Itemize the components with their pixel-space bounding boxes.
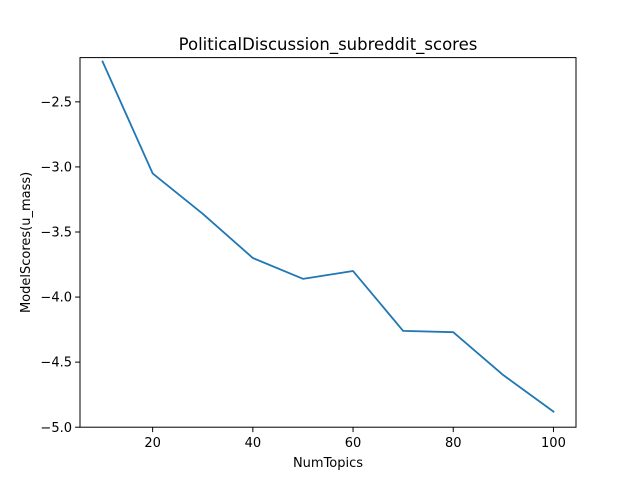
x-axis-label: NumTopics [293,456,363,471]
ticks-layer: 20 40 60 80 100 −2.5 −3.0 −3.5 −4.0 −4.5 −5.0 [40,95,565,451]
chart-title: PoliticalDiscussion_subreddit_scores [179,35,478,55]
y-tick-label: −4.0 [40,291,72,306]
series-layer [101,60,555,413]
x-tick-label: 60 [345,436,362,451]
y-axis-label: ModelScores(u_mass) [19,172,34,313]
y-tick-label: −4.5 [40,356,72,371]
y-tick-label: −5.0 [40,421,72,436]
y-tick-label: −2.5 [40,95,72,110]
x-tick-label: 40 [245,436,262,451]
x-tick-label: 20 [144,436,161,451]
y-tick-label: −3.5 [40,226,72,241]
x-tick-label: 100 [541,436,566,451]
x-tick-label: 80 [445,436,462,451]
plot-area [80,57,576,428]
y-tick-label: −3.0 [40,161,72,176]
series-line-0 [101,60,555,413]
axes-frame [79,57,577,428]
